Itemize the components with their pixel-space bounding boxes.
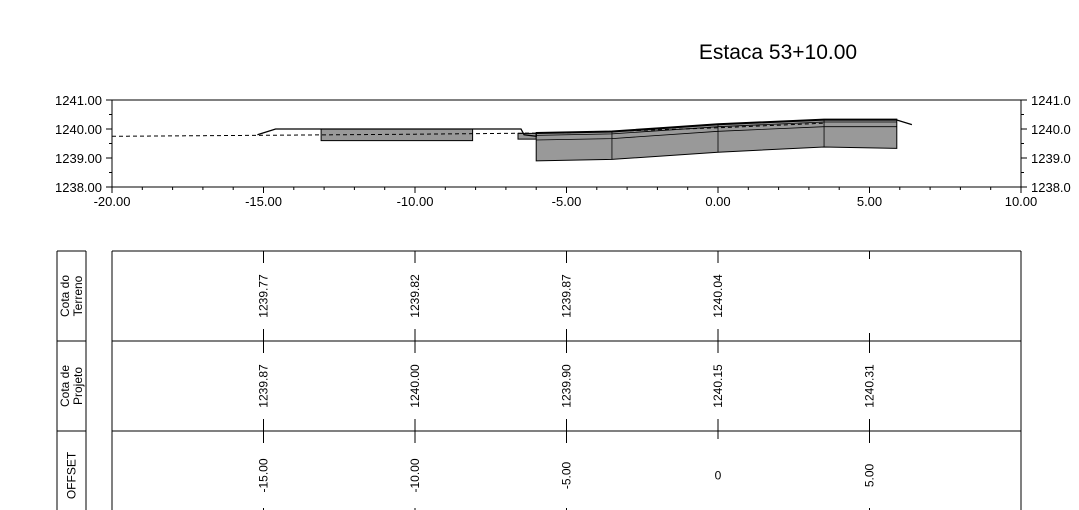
x-tick-label: 0.00 xyxy=(705,194,730,209)
x-tick-label: -5.00 xyxy=(552,194,582,209)
cell-value: 1240.31 xyxy=(863,364,877,408)
cell-value: -10.00 xyxy=(408,458,422,492)
data-table: Cota doTerreno 1239.77 1239.82 1239.87 1240.… xyxy=(57,251,1021,510)
cell-value: 1239.90 xyxy=(560,364,574,408)
row-header-line: Projeto xyxy=(71,367,85,405)
section-title: Estaca 53+10.00 xyxy=(699,41,857,64)
cell-value: -5.00 xyxy=(560,462,574,490)
row-header-line: Cota de xyxy=(58,365,72,407)
pavement-body xyxy=(536,119,897,161)
row-header: OFFSET xyxy=(65,451,79,499)
cell-value: 1240.15 xyxy=(711,364,725,408)
y-tick-label-right: 1240.0 xyxy=(1031,122,1071,137)
x-tick-label: -10.00 xyxy=(397,194,434,209)
x-tick-label: 5.00 xyxy=(857,194,882,209)
y-tick-label: 1241.00 xyxy=(55,93,102,108)
row-header: Cota doTerreno xyxy=(58,275,85,317)
y-tick-label-right: 1241.0 xyxy=(1031,93,1071,108)
cell-value: 1239.87 xyxy=(257,364,271,408)
cell-value: 1239.82 xyxy=(408,274,422,318)
y-tick-label: 1238.00 xyxy=(55,180,102,195)
cell-value: 5.00 xyxy=(863,463,877,487)
cell-value: 1239.87 xyxy=(560,274,574,318)
cell-value: 1240.00 xyxy=(408,364,422,408)
cell-value: 1239.77 xyxy=(257,274,271,318)
cell-value: 1240.04 xyxy=(711,274,725,318)
y-tick-label: 1240.00 xyxy=(55,122,102,137)
x-tick-label: -15.00 xyxy=(245,194,282,209)
row-header-line: Terreno xyxy=(71,275,85,316)
y-tick-label-right: 1238.0 xyxy=(1031,180,1071,195)
row-header-line: Cota do xyxy=(58,275,72,317)
y-tick-label-right: 1239.0 xyxy=(1031,151,1071,166)
cell-value: -15.00 xyxy=(257,458,271,492)
x-tick-label: 10.00 xyxy=(1005,194,1038,209)
row-header: Cota deProjeto xyxy=(58,365,85,407)
row-header-line: OFFSET xyxy=(65,451,79,499)
x-tick-label: -20.00 xyxy=(94,194,131,209)
y-tick-label: 1239.00 xyxy=(55,151,102,166)
cross-section-plot: 1241.00 1241.0 1240.00 1240.0 1239.00 1239.0 1… xyxy=(55,93,1071,209)
cell-value: 0 xyxy=(715,469,722,483)
